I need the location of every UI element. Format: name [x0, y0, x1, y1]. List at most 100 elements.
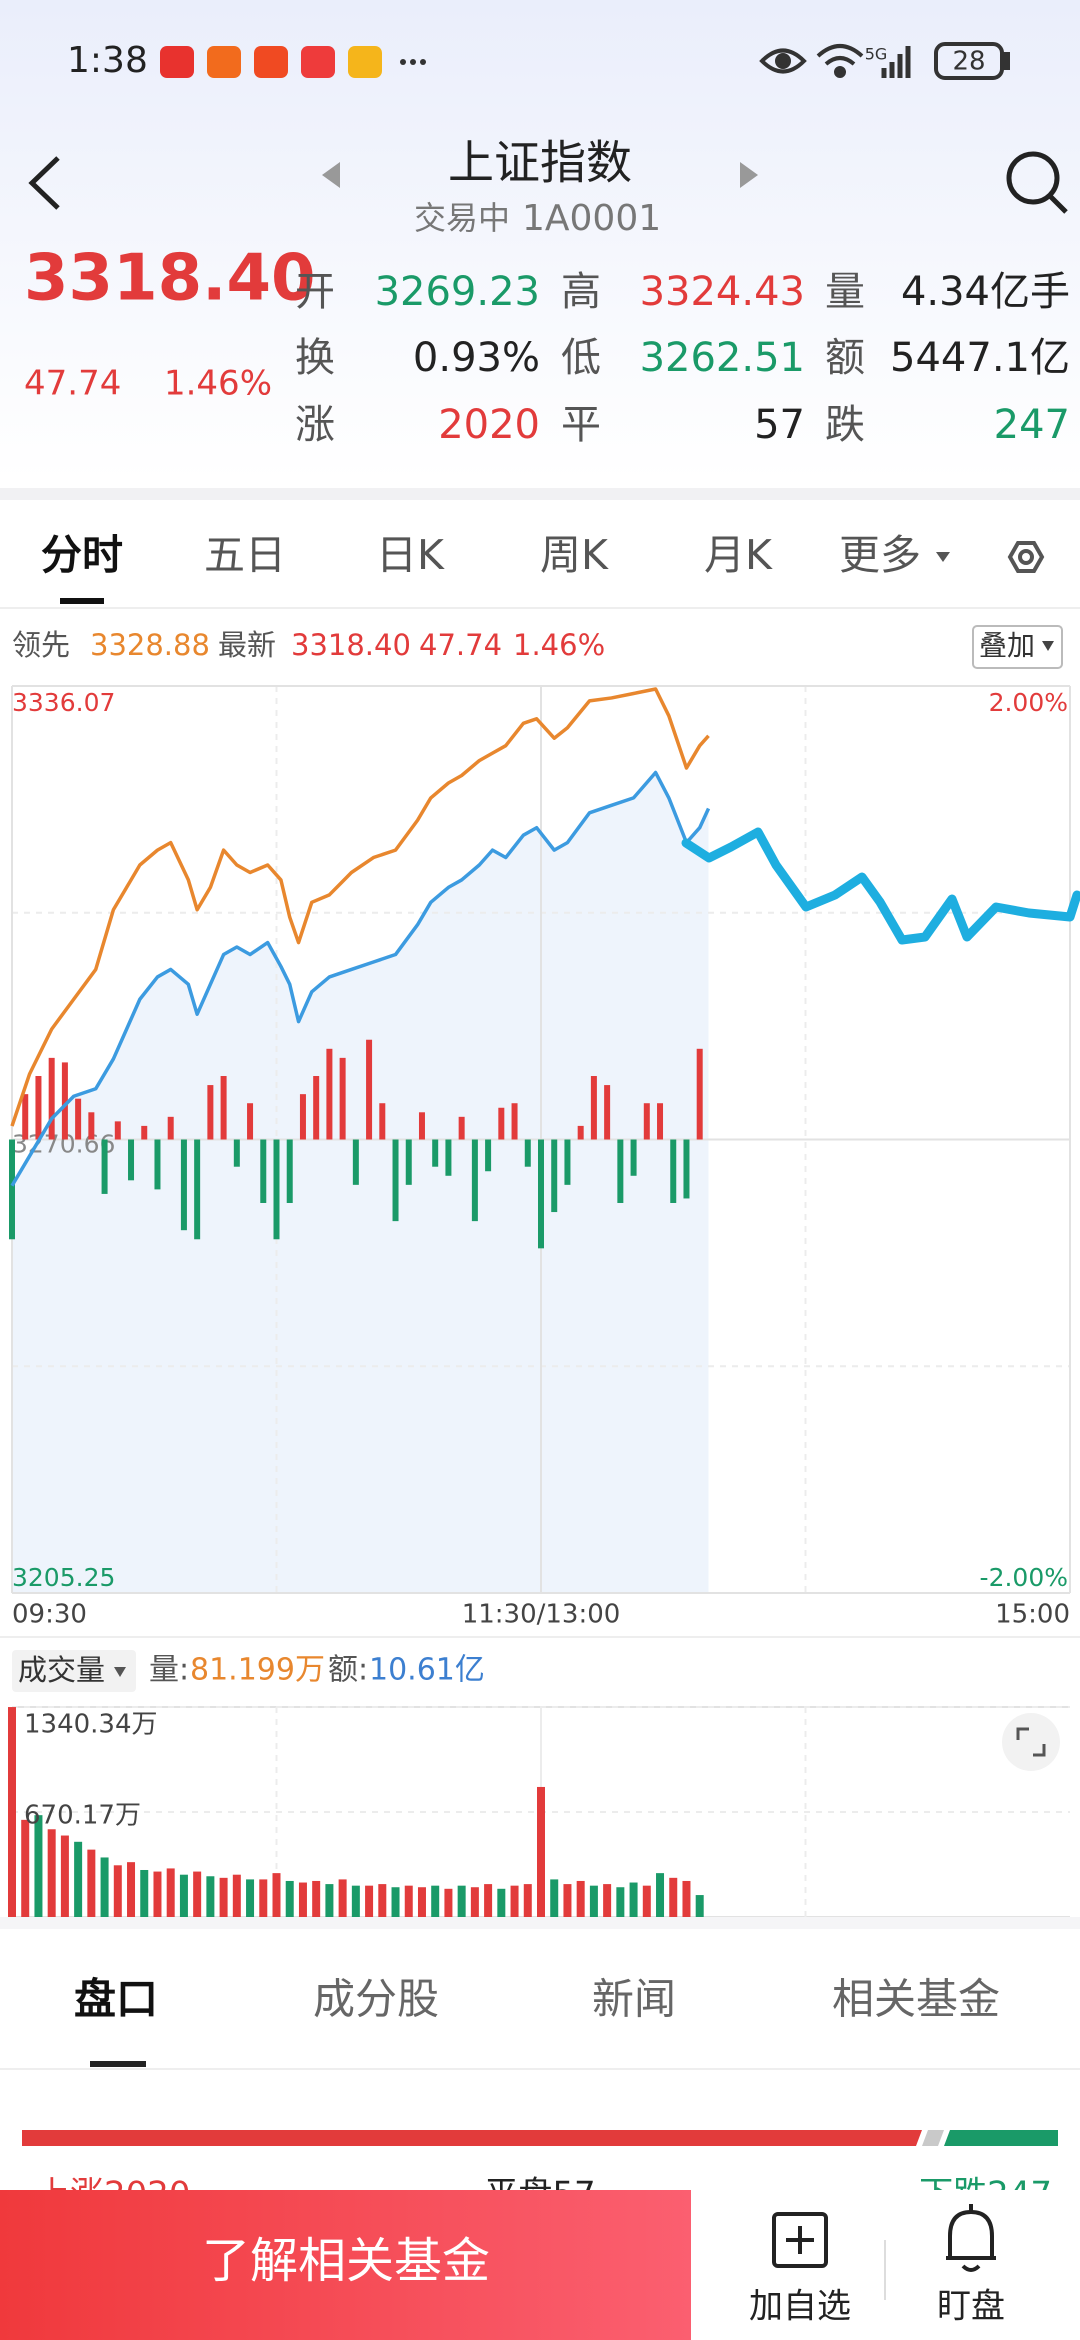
volume-bar	[127, 1862, 136, 1917]
period-tab[interactable]: 日K	[376, 531, 445, 579]
volume-bar	[391, 1887, 400, 1917]
stat-label: 涨	[295, 402, 335, 448]
overlay-label: 叠加	[979, 629, 1035, 662]
breadth-bar	[101, 1139, 108, 1194]
breadth-bar	[286, 1139, 293, 1203]
volume-bar	[153, 1871, 162, 1917]
volume-bar	[113, 1865, 122, 1917]
detail-tab[interactable]: 新闻	[592, 1975, 676, 2024]
back-button[interactable]	[28, 156, 60, 210]
breadth-bar	[366, 1039, 373, 1140]
divider	[0, 1917, 1080, 1929]
watch-label: 盯盘	[937, 2287, 1005, 2327]
breadth-bar	[273, 1139, 280, 1240]
volume-bar	[444, 1888, 453, 1917]
breadth-bar	[313, 1076, 320, 1140]
breadth-bar	[524, 1139, 531, 1167]
index-code: 1A0001	[522, 198, 661, 239]
volume-bar	[616, 1887, 625, 1917]
breadth-bar	[392, 1139, 399, 1222]
legend-latest: 最新	[218, 628, 276, 662]
breadth-bar	[604, 1085, 611, 1140]
volume-bar	[206, 1876, 215, 1917]
breadth-bar	[498, 1107, 505, 1140]
volume-bar	[100, 1857, 109, 1917]
expand-button[interactable]	[1002, 1713, 1060, 1771]
stat-value: 5447.1亿	[890, 335, 1070, 381]
breadth-bar	[445, 1139, 452, 1176]
breadth-bar	[485, 1139, 492, 1172]
breadth-bar	[194, 1139, 201, 1240]
breadth-bar	[247, 1103, 254, 1140]
y2-tick-label: 2.00%	[989, 688, 1068, 717]
volume-selector[interactable]	[12, 1650, 136, 1692]
volume-bar	[589, 1885, 598, 1917]
x-tick-label: 11:30/13:00	[462, 1600, 621, 1630]
volume-bar	[457, 1885, 466, 1917]
volume-bar	[259, 1879, 268, 1917]
volume-bar	[351, 1885, 360, 1917]
primary-button-label: 了解相关基金	[202, 2233, 490, 2289]
stat-label: 量	[825, 269, 865, 315]
volume-bar	[219, 1877, 228, 1917]
search-button[interactable]	[1006, 151, 1068, 214]
prev-index[interactable]	[322, 162, 340, 188]
breadth-bar	[405, 1139, 412, 1185]
next-index[interactable]	[740, 162, 758, 188]
network-type: 5G	[865, 45, 888, 64]
volume-bar	[74, 1841, 83, 1917]
watch-button[interactable]	[946, 2204, 996, 2272]
period-tab[interactable]: 更多	[839, 531, 921, 579]
breadth-bar	[432, 1139, 439, 1167]
legend-lead: 领先	[12, 628, 70, 662]
stat-value: 3269.23	[375, 269, 540, 315]
detail-tab[interactable]: 成分股	[313, 1975, 439, 2024]
volume-bar	[140, 1869, 149, 1917]
stat-value: 2020	[438, 402, 540, 448]
volume-bar	[298, 1882, 307, 1917]
overlay-button[interactable]	[972, 625, 1063, 669]
volume-bar	[417, 1887, 426, 1917]
volume-bar	[60, 1835, 69, 1917]
volume-bar	[179, 1874, 188, 1917]
dropdown-caret	[936, 552, 950, 562]
period-tabs: 分时 五日 日K 周K 月K 更多	[41, 531, 950, 604]
price-line	[10, 770, 711, 1187]
y-tick-label: 3205.25	[12, 1563, 115, 1592]
header-bg	[0, 0, 1080, 480]
breadth-bar	[9, 1139, 15, 1240]
breadth-bar	[128, 1139, 135, 1181]
breadth-bar	[670, 1139, 677, 1203]
price-change-pct: 1.46%	[164, 364, 272, 404]
breadth-bar	[233, 1139, 240, 1167]
latest-change: 47.74	[419, 628, 502, 662]
breadth-bar	[88, 1112, 95, 1140]
volume-bar	[272, 1873, 281, 1917]
stat-value: 4.34亿手	[901, 269, 1070, 315]
volume-bar	[34, 1815, 43, 1917]
status-time: 1:38	[67, 40, 148, 81]
settings-button[interactable]	[1007, 541, 1045, 573]
breadth-bar	[379, 1103, 386, 1140]
add-watchlist-button[interactable]	[772, 2212, 828, 2268]
breadth-bar	[167, 1116, 174, 1140]
period-tab[interactable]: 五日	[204, 531, 286, 579]
x-tick-label: 15:00	[995, 1600, 1070, 1630]
period-tab[interactable]: 分时	[41, 531, 123, 579]
detail-tab[interactable]: 相关基金	[832, 1975, 1000, 2024]
stat-label: 高	[561, 269, 601, 315]
breadth-bar	[299, 1094, 306, 1140]
stat-label: 额	[825, 335, 865, 381]
primary-button[interactable]	[0, 2190, 691, 2340]
detail-tab[interactable]: 盘口	[74, 1975, 158, 2024]
volume-bar	[378, 1884, 387, 1917]
volume-bar	[87, 1849, 96, 1917]
period-tab[interactable]: 月K	[704, 531, 773, 579]
app-icons	[160, 46, 426, 78]
volume-bar	[325, 1884, 334, 1917]
period-tab[interactable]: 周K	[540, 531, 609, 579]
